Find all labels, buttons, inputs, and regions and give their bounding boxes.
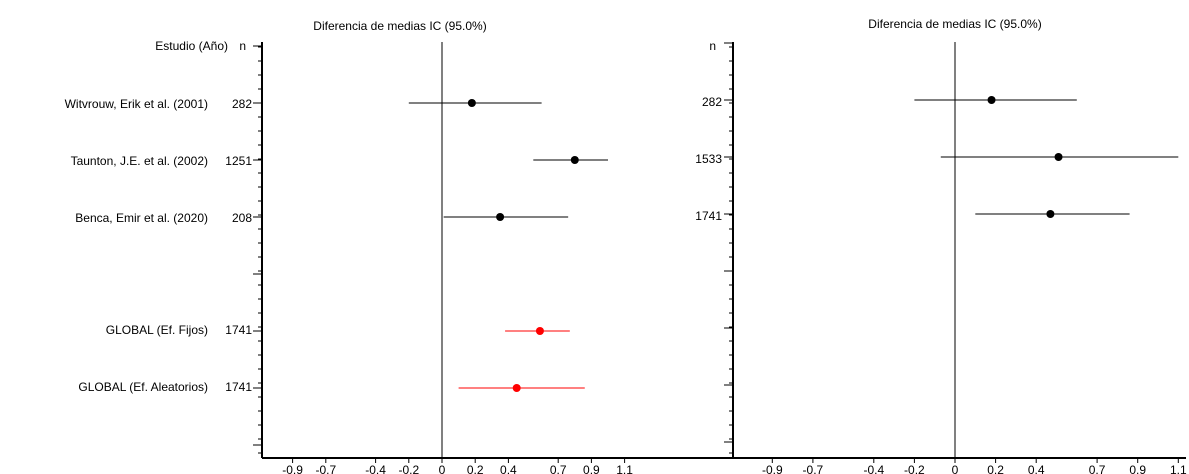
right-x-tick-label: 0 — [952, 463, 959, 474]
left-row-label-3: Benca, Emir et al. (2020) — [75, 211, 208, 225]
right-plot-area: -0.9 -0.7 -0.4 -0.2 0 0.2 0.4 0.7 0.9 1.1 — [724, 42, 1187, 474]
right-x-tick-label: 0.2 — [987, 463, 1004, 474]
right-x-tick-label: -0.2 — [904, 463, 925, 474]
right-row-n-3: 1741 — [695, 209, 722, 223]
left-row-label-fixed: GLOBAL (Ef. Fijos) — [106, 323, 208, 337]
right-forest-panel: Diferencia de medias IC (95.0%) n 282 15… — [695, 17, 1187, 474]
right-point-estimate-2 — [1054, 153, 1063, 161]
left-forest-panel: Diferencia de medias IC (95.0%) Estudio … — [65, 19, 1186, 474]
right-x-tick-label: -0.9 — [762, 463, 783, 474]
right-x-tick-label: 0.9 — [1129, 463, 1146, 474]
left-x-tick-label: 0.9 — [583, 463, 600, 474]
left-n-header: n — [239, 39, 246, 53]
left-row-label-2: Taunton, J.E. et al. (2002) — [71, 154, 208, 168]
left-row-label-random: GLOBAL (Ef. Aleatorios) — [78, 380, 208, 394]
left-x-tick-label: 0 — [439, 463, 446, 474]
left-row-n-fixed: 1741 — [225, 323, 252, 337]
left-chart-title: Diferencia de medias IC (95.0%) — [313, 19, 486, 33]
left-row-n-1: 282 — [232, 97, 252, 111]
right-n-header: n — [709, 39, 716, 53]
right-row-n-2: 1533 — [695, 152, 722, 166]
right-row-n-1: 282 — [702, 95, 722, 109]
left-point-estimate-3 — [496, 213, 505, 221]
left-row-n-2: 1251 — [225, 154, 252, 168]
left-study-header: Estudio (Año) — [155, 39, 228, 53]
left-x-tick-label: -0.2 — [398, 463, 419, 474]
left-row-n-random: 1741 — [225, 380, 252, 394]
left-row-n-3: 208 — [232, 211, 252, 225]
right-point-estimate-1 — [987, 96, 996, 104]
left-x-tick-label: 0.2 — [467, 463, 484, 474]
left-point-estimate-4 — [535, 327, 544, 335]
right-point-estimate-3 — [1046, 210, 1055, 218]
left-x-tick-label: -0.4 — [365, 463, 386, 474]
left-point-estimate-2 — [570, 156, 579, 164]
left-point-estimate-5 — [512, 384, 521, 392]
left-x-tick-label: 1.1 — [616, 463, 633, 474]
right-x-tick-label: 0.7 — [1089, 463, 1106, 474]
left-row-label-1: Witvrouw, Erik et al. (2001) — [65, 97, 208, 111]
left-x-tick-label: 0.4 — [500, 463, 517, 474]
left-x-tick-label: -0.9 — [282, 463, 303, 474]
left-point-estimate-1 — [467, 99, 476, 107]
left-x-tick-label: -0.7 — [315, 463, 336, 474]
right-chart-title: Diferencia de medias IC (95.0%) — [868, 17, 1041, 31]
right-x-tick-label: -0.4 — [863, 463, 884, 474]
right-x-tick-label: -0.7 — [803, 463, 824, 474]
right-x-tick-label: 0.4 — [1028, 463, 1045, 474]
right-x-tick-label: 1.1 — [1170, 463, 1187, 474]
left-x-tick-label: 0.7 — [550, 463, 567, 474]
